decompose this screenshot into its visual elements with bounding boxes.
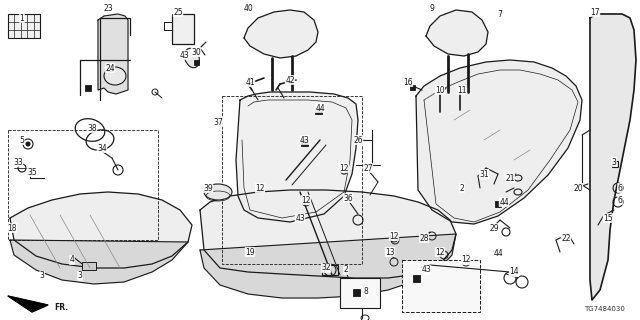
Text: 18: 18 (7, 223, 17, 233)
Text: 27: 27 (363, 164, 373, 172)
Text: 30: 30 (191, 47, 201, 57)
Text: 11: 11 (457, 85, 467, 94)
Polygon shape (590, 14, 636, 300)
Text: TG7484030: TG7484030 (584, 306, 625, 312)
Text: 38: 38 (87, 124, 97, 132)
Text: FR.: FR. (54, 303, 68, 313)
Bar (495, 201, 501, 207)
Text: 12: 12 (389, 231, 399, 241)
Polygon shape (200, 190, 456, 278)
Text: 2: 2 (344, 266, 348, 275)
Text: 6: 6 (618, 196, 623, 204)
Polygon shape (426, 10, 488, 56)
Bar (322, 265, 338, 275)
Text: 22: 22 (561, 234, 571, 243)
Text: 29: 29 (489, 223, 499, 233)
Text: 17: 17 (590, 7, 600, 17)
Text: 3: 3 (40, 271, 44, 281)
Text: 3: 3 (612, 157, 616, 166)
Text: 43: 43 (295, 213, 305, 222)
Text: 41: 41 (245, 77, 255, 86)
Text: 12: 12 (461, 255, 471, 265)
Text: 5: 5 (20, 135, 24, 145)
Bar (301, 139, 307, 146)
Bar (314, 107, 321, 114)
Text: 12: 12 (301, 196, 311, 204)
Text: 40: 40 (243, 4, 253, 12)
Text: 44: 44 (315, 103, 325, 113)
Text: 44: 44 (493, 250, 503, 259)
Bar (193, 60, 198, 65)
Text: 31: 31 (479, 170, 489, 179)
Bar (107, 65, 113, 71)
Text: 20: 20 (573, 183, 583, 193)
Text: 43: 43 (180, 51, 190, 60)
Text: 33: 33 (13, 157, 23, 166)
Bar (353, 289, 360, 295)
Ellipse shape (104, 67, 126, 85)
Text: 13: 13 (385, 247, 395, 257)
Text: 12: 12 (435, 247, 445, 257)
Text: 3: 3 (77, 271, 83, 281)
Bar (612, 161, 618, 167)
Text: 19: 19 (245, 247, 255, 257)
Text: 7: 7 (497, 10, 502, 19)
Text: 37: 37 (213, 117, 223, 126)
Text: 12: 12 (339, 164, 349, 172)
Bar (8, 130, 158, 240)
Text: 43: 43 (421, 266, 431, 275)
Polygon shape (8, 296, 48, 312)
Text: 4: 4 (70, 255, 74, 265)
Polygon shape (416, 60, 582, 224)
Text: 8: 8 (364, 287, 369, 297)
Bar (413, 275, 419, 282)
Text: 23: 23 (103, 4, 113, 12)
Bar (410, 84, 415, 90)
Text: 26: 26 (353, 135, 363, 145)
Text: 9: 9 (429, 4, 435, 12)
Bar (172, 14, 194, 44)
Text: 15: 15 (603, 213, 613, 222)
Text: 1: 1 (20, 13, 24, 22)
Text: 32: 32 (321, 263, 331, 273)
Text: 35: 35 (27, 167, 37, 177)
Polygon shape (98, 14, 128, 94)
Circle shape (26, 142, 30, 146)
Text: 12: 12 (255, 183, 265, 193)
Text: 42: 42 (285, 76, 295, 84)
Text: 14: 14 (509, 268, 519, 276)
Text: 16: 16 (403, 77, 413, 86)
Bar (402, 260, 480, 312)
Bar (340, 278, 380, 308)
Text: 24: 24 (105, 63, 115, 73)
Bar (222, 96, 362, 264)
Text: 43: 43 (300, 135, 310, 145)
Text: 10: 10 (435, 85, 445, 94)
Text: 6: 6 (618, 183, 623, 193)
Ellipse shape (184, 48, 200, 68)
Text: 36: 36 (343, 194, 353, 203)
Text: 44: 44 (499, 197, 509, 206)
Polygon shape (244, 10, 318, 58)
Text: 2: 2 (460, 183, 465, 193)
Text: 28: 28 (419, 234, 429, 243)
Ellipse shape (204, 184, 232, 200)
Text: 25: 25 (173, 7, 183, 17)
Bar (82, 262, 96, 270)
Polygon shape (236, 92, 358, 222)
Text: 39: 39 (203, 183, 213, 193)
Polygon shape (200, 234, 456, 298)
Bar (85, 85, 91, 91)
Polygon shape (10, 240, 188, 284)
Text: 21: 21 (505, 173, 515, 182)
Polygon shape (10, 192, 192, 268)
Bar (8, 14, 40, 38)
Text: 34: 34 (97, 143, 107, 153)
